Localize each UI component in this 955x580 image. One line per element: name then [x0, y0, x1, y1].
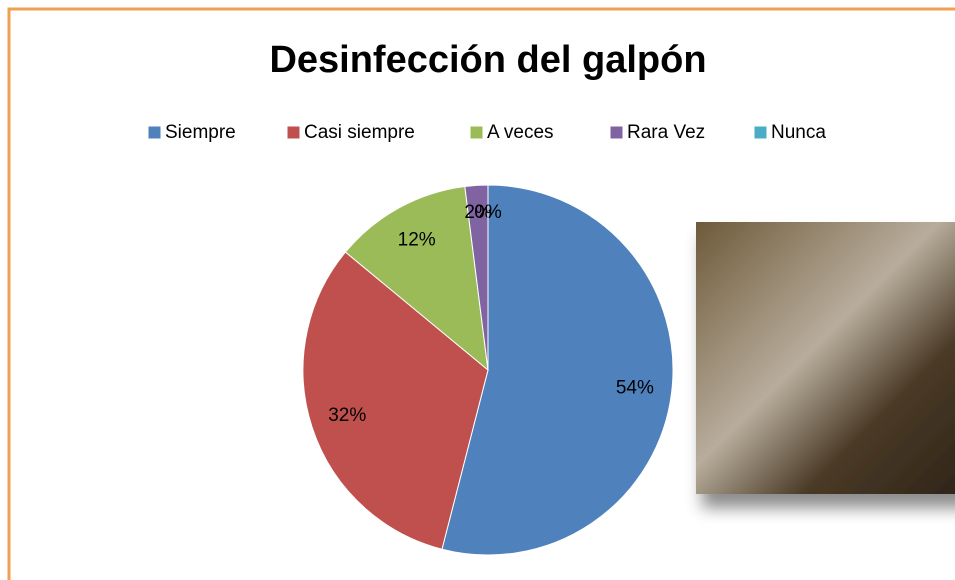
data-label: 54%: [616, 378, 654, 399]
legend-label: Siempre: [165, 122, 236, 143]
data-label: 0%: [474, 202, 502, 223]
legend-marker: [148, 126, 161, 139]
chart-title: Desinfección del galpón: [269, 39, 706, 81]
legend-label: Nunca: [771, 122, 826, 143]
legend-marker: [610, 126, 623, 139]
photo: [696, 222, 955, 494]
chart: Desinfección del galpón Siempre Casi siem…: [0, 0, 955, 580]
legend-marker: [754, 126, 767, 139]
legend-label: A veces: [487, 122, 554, 143]
legend-label: Casi siempre: [304, 122, 415, 143]
legend-marker: [287, 126, 300, 139]
legend-marker: [470, 126, 483, 139]
legend-label: Rara Vez: [627, 122, 705, 143]
data-label: 32%: [328, 405, 366, 426]
data-label: 12%: [398, 229, 436, 250]
